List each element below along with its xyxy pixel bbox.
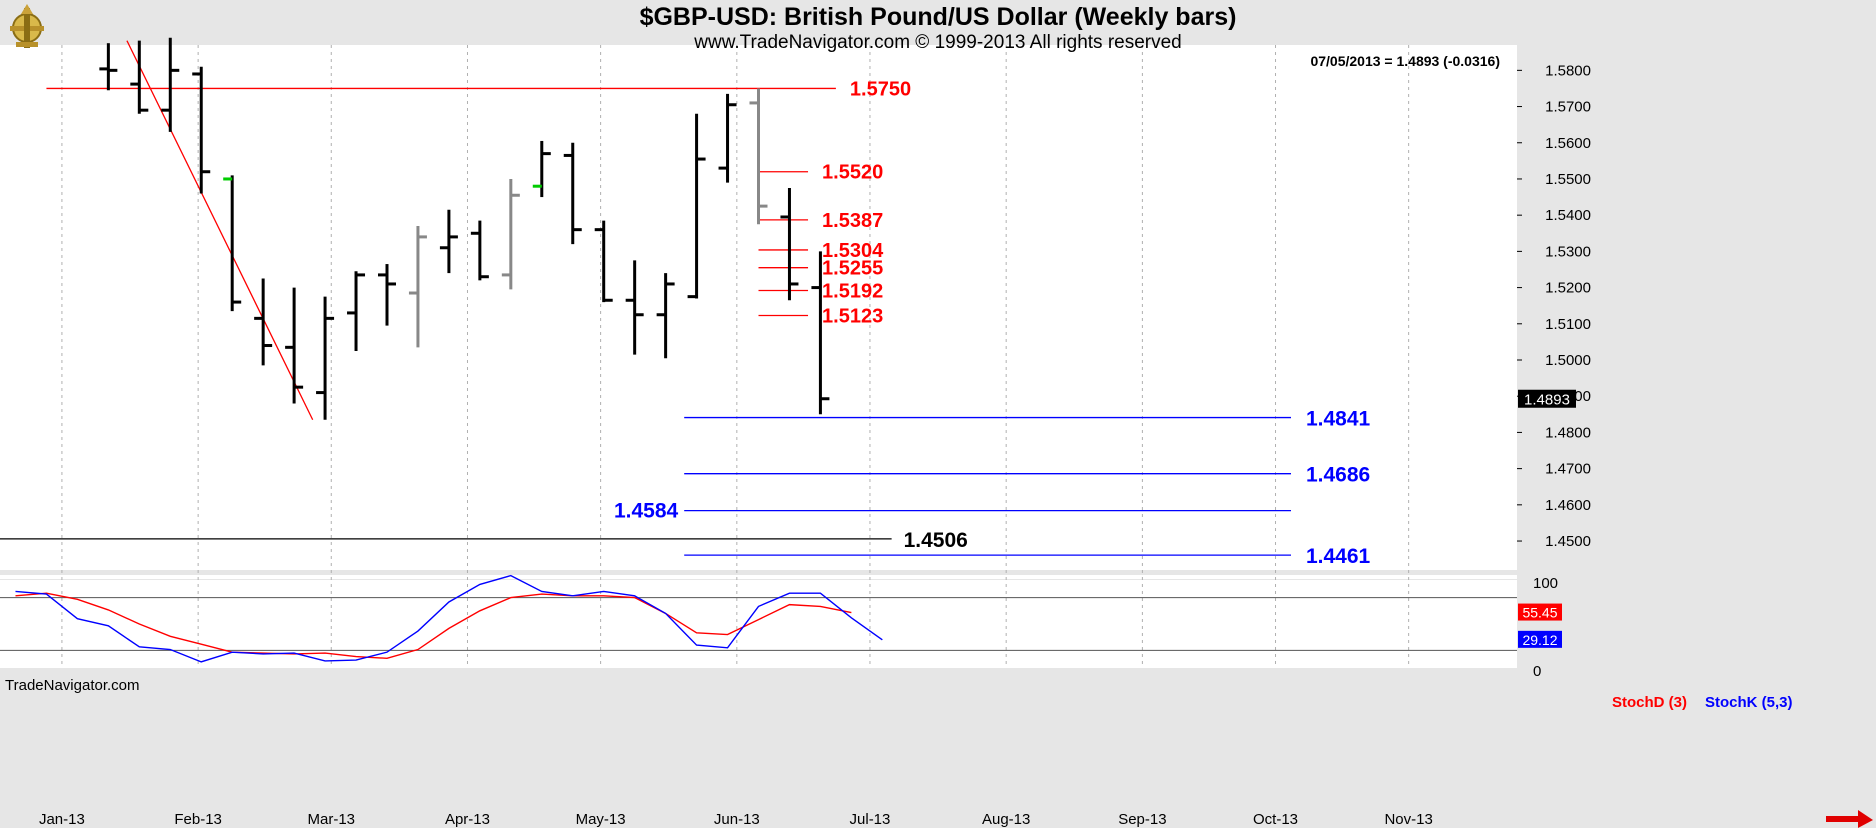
ohlc-bar	[625, 260, 644, 355]
ohlc-bar	[439, 209, 458, 274]
ohlc-bar	[408, 226, 427, 348]
support-label: 1.4461	[1306, 545, 1371, 568]
y-tick-label: 1.5200	[1545, 280, 1591, 297]
ohlc-bar	[501, 178, 520, 290]
resistance-label: 1.5520	[822, 162, 883, 184]
stoch-d-line	[15, 592, 852, 660]
ohlc-bar	[377, 264, 396, 326]
y-tick-label: 1.4500	[1545, 533, 1591, 550]
stochastic-panel	[0, 580, 1517, 668]
stoch-k-legend: StochK (5,3)	[1705, 694, 1793, 711]
x-tick-label: Nov-13	[1384, 811, 1432, 828]
ohlc-bar	[192, 66, 211, 194]
resistance-label: 1.5387	[822, 210, 883, 232]
x-tick-label: Jul-13	[850, 811, 891, 828]
x-tick-label: Feb-13	[174, 811, 222, 828]
x-tick-label: Jun-13	[714, 811, 760, 828]
ohlc-bar	[347, 271, 366, 351]
x-tick-label: Mar-13	[308, 811, 356, 828]
y-tick-label: 1.5700	[1545, 99, 1591, 116]
stoch-k-line	[15, 574, 883, 663]
resistance-label: 1.5123	[822, 305, 883, 327]
last-price-tag	[1518, 389, 1576, 408]
x-tick-label: Oct-13	[1253, 811, 1298, 828]
y-tick-label: 1.5500	[1545, 171, 1591, 188]
stoch-k-tag	[1518, 630, 1562, 648]
ohlc-bar	[687, 113, 706, 299]
resistance-label: 1.5255	[822, 258, 883, 280]
stoch-d-legend: StochD (3)	[1612, 694, 1687, 711]
ohlc-bar	[130, 40, 149, 114]
stoch-y-tick-label: 0	[1533, 663, 1541, 680]
resistance-label: 1.5750	[850, 78, 911, 100]
x-tick-label: Aug-13	[982, 811, 1030, 828]
y-tick-label: 1.5100	[1545, 316, 1591, 333]
y-tick-label: 1.5300	[1545, 243, 1591, 260]
x-tick-label: Sep-13	[1118, 811, 1166, 828]
ohlc-bar	[594, 220, 613, 303]
ohlc-bar	[223, 175, 242, 312]
stoch-d-tag	[1518, 603, 1562, 621]
watermark-text: TradeNavigator.com	[5, 677, 140, 694]
ohlc-bar	[99, 43, 118, 91]
ohlc-bar	[749, 88, 768, 225]
ohlc-bar	[780, 188, 799, 301]
y-tick-label: 1.4700	[1545, 461, 1591, 478]
stoch-d-value: 55.45	[1522, 605, 1557, 621]
stoch-y-tick-label: 100	[1533, 575, 1558, 592]
y-tick-label: 1.4800	[1545, 424, 1591, 441]
last-price-label: 1.4893	[1524, 392, 1570, 409]
y-tick-label: 1.5000	[1545, 352, 1591, 369]
ohlc-bar	[718, 93, 737, 183]
ohlc-bar	[254, 278, 273, 366]
ohlc-bar	[532, 140, 551, 198]
y-tick-label: 1.5600	[1545, 135, 1591, 152]
key-level-label: 1.4506	[904, 529, 968, 552]
x-tick-label: May-13	[576, 811, 626, 828]
support-label: 1.4841	[1306, 408, 1371, 431]
x-tick-label: Apr-13	[445, 811, 490, 828]
tradenavigator-logo-icon	[2, 2, 52, 52]
ohlc-bar	[316, 296, 335, 420]
ohlc-bar	[656, 273, 675, 359]
chart-subtitle: www.TradeNavigator.com © 1999-2013 All r…	[694, 32, 1182, 53]
ohlc-bar	[470, 220, 489, 281]
support-label: 1.4584	[614, 500, 679, 523]
last-quote-label: 07/05/2013 = 1.4893 (-0.0316)	[1310, 53, 1500, 69]
resistance-label: 1.5304	[822, 240, 884, 262]
chart-title: $GBP-USD: British Pound/US Dollar (Weekl…	[639, 3, 1237, 31]
ohlc-bar	[563, 142, 582, 245]
ohlc-bar	[811, 251, 830, 415]
ohlc-bar	[161, 37, 180, 132]
resistance-label: 1.5192	[822, 280, 883, 302]
x-tick-label: Jan-13	[39, 811, 85, 828]
scroll-right-arrow-icon[interactable]	[1826, 810, 1873, 828]
y-tick-label: 1.5400	[1545, 207, 1591, 224]
ohlc-bar	[285, 287, 304, 404]
support-label: 1.4686	[1306, 464, 1370, 487]
trendline	[126, 40, 314, 421]
stoch-k-value: 29.12	[1522, 632, 1557, 648]
y-tick-label: 1.4600	[1545, 497, 1591, 514]
y-tick-label: 1.5800	[1545, 62, 1591, 79]
